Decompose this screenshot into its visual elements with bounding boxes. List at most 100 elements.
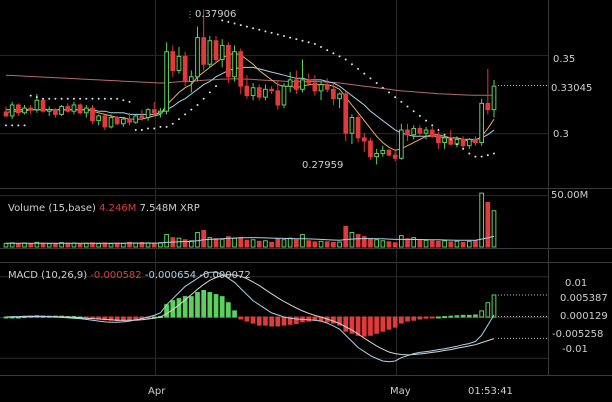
psar-dot (350, 63, 353, 66)
psar-dot (17, 124, 20, 127)
volume-bar (436, 240, 441, 248)
volume-bar (473, 240, 478, 248)
volume-bar (176, 237, 182, 248)
candle-body (250, 87, 256, 97)
macd-histogram-bar (398, 316, 404, 324)
macd-histogram-bar (454, 315, 460, 318)
candle-body (83, 107, 89, 114)
psar-dot (48, 97, 51, 100)
psar-dot (159, 125, 162, 128)
psar-dot (394, 96, 397, 99)
candle-body (139, 115, 145, 119)
volume-bar (331, 241, 336, 248)
volume-bar (182, 239, 188, 248)
volume-bar (442, 240, 447, 248)
volume-bar (300, 234, 305, 248)
candle-body (207, 40, 213, 65)
candle-body (232, 51, 237, 78)
macd-histogram-bar (238, 316, 244, 320)
volume-bar (386, 241, 392, 248)
volume-ma-line (6, 235, 495, 244)
candle-body (349, 117, 355, 134)
macd-histogram-bar (411, 316, 417, 321)
volume-bar (263, 240, 268, 248)
candle-body (306, 79, 312, 84)
candle-body (429, 129, 435, 137)
macd-histogram-bar (349, 316, 355, 334)
psar-dot (35, 96, 38, 99)
volume-bar (139, 242, 145, 248)
psar-dot (66, 97, 69, 100)
candle-body (46, 109, 52, 112)
volume-bar (349, 231, 355, 248)
volume-bar (275, 238, 281, 248)
macd-histogram-bar (195, 292, 200, 318)
psar-dot (72, 97, 75, 100)
macd-histogram-bar (380, 316, 386, 332)
candle-body (263, 88, 268, 98)
candle-body (491, 85, 497, 111)
candle-body (102, 115, 108, 128)
psar-dot (480, 155, 483, 158)
psar-dot (110, 97, 113, 100)
candle-body (355, 117, 361, 139)
psar-dot (177, 118, 180, 121)
candle-body (411, 127, 417, 136)
candle-body (331, 88, 336, 100)
psar-dot (116, 97, 119, 100)
candle-body (213, 40, 219, 61)
psar-dot (171, 122, 174, 125)
volume-bar (466, 240, 472, 248)
psar-dot (418, 114, 421, 117)
x-axis-label-may: May (390, 386, 411, 397)
volume-bar (219, 238, 225, 248)
macd-histogram-bar (429, 316, 435, 319)
candle-body (269, 88, 274, 92)
volume-bar (244, 239, 250, 248)
psar-dot (493, 152, 495, 155)
psar-dot (295, 38, 298, 41)
volume-bar (491, 210, 497, 248)
macd-value-histogram: -0.000582 (90, 270, 142, 281)
psar-dot (431, 124, 434, 127)
psar-dot (369, 77, 372, 80)
candle-body (219, 44, 225, 61)
macd-histogram-bar (392, 316, 398, 328)
psar-dot (227, 20, 230, 23)
volume-bar (114, 242, 120, 248)
candle-body (448, 137, 454, 145)
volume-bar (16, 243, 21, 248)
candle-body (473, 138, 478, 144)
macd-title: MACD (10,26,9) -0.000582 -0.000654 -0.00… (8, 270, 251, 282)
volume-bar (318, 240, 324, 248)
candle-body (40, 99, 46, 112)
volume-bar (232, 237, 237, 248)
candle-body (3, 111, 9, 117)
candle-body (96, 115, 102, 122)
psar-dot (332, 52, 335, 55)
macd-y-tick: -0.01 (562, 344, 588, 355)
candle-body (71, 104, 77, 112)
macd-signal-line (6, 274, 495, 356)
psar-dot (103, 97, 106, 100)
candle-body (256, 87, 262, 98)
psar-dot (301, 39, 304, 42)
candle-body (324, 84, 330, 90)
volume-bar (312, 241, 318, 248)
candle-body (108, 117, 114, 128)
psar-dot (338, 55, 341, 58)
psar-dot (79, 97, 82, 100)
psar-dot (344, 58, 347, 61)
candle-body (337, 93, 342, 100)
candle-body (386, 149, 392, 156)
psar-dot (153, 127, 156, 130)
candle-body (114, 117, 120, 125)
psar-dot (357, 67, 360, 70)
psar-dot (455, 143, 458, 146)
volume-bar (195, 231, 200, 248)
candle-body (195, 37, 200, 78)
candle-body (417, 127, 423, 134)
volume-bar (250, 239, 256, 248)
macd-histogram-bar (460, 314, 466, 318)
volume-bar (392, 242, 398, 248)
